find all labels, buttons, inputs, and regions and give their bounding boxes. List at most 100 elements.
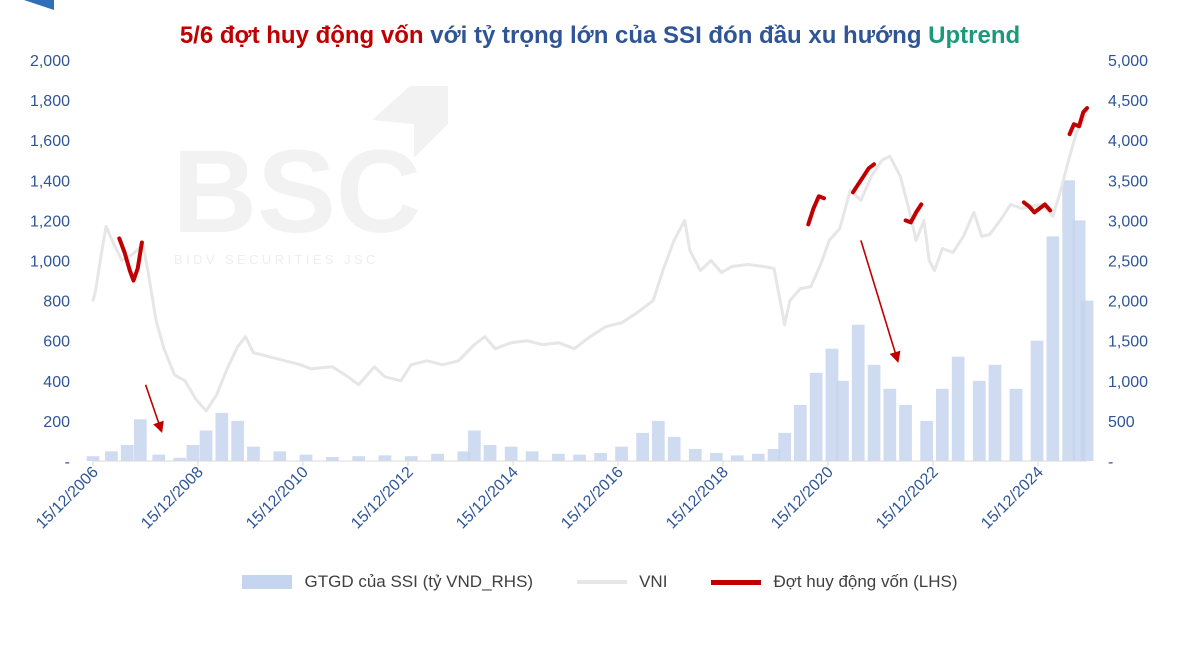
raise-point xyxy=(1027,204,1031,208)
vni-point xyxy=(662,267,665,270)
x-tick-label: 15/12/2006 xyxy=(33,464,102,533)
vni-point xyxy=(672,239,676,242)
vni-point xyxy=(457,359,460,362)
raise-point xyxy=(1077,124,1081,128)
vni-series xyxy=(91,108,1089,413)
volume-bar xyxy=(778,432,791,461)
volume-bar xyxy=(951,356,965,461)
y-right-tick-label: 4,000 xyxy=(1108,133,1148,150)
vni-point xyxy=(972,211,976,214)
vni-point xyxy=(183,379,187,382)
volume-bar xyxy=(1046,236,1060,461)
vni-point xyxy=(120,259,124,262)
vni-point xyxy=(204,409,208,413)
vni-point xyxy=(244,335,247,338)
volume-bar xyxy=(120,445,134,461)
vni-point xyxy=(509,341,513,344)
vni-point xyxy=(907,205,910,208)
legend: GTGD của SSI (tỷ VND_RHS) VNI Đợt huy độ… xyxy=(0,572,1200,592)
vni-point xyxy=(310,367,313,370)
vni-point xyxy=(914,239,918,242)
volume-bar xyxy=(972,380,986,461)
vni-point xyxy=(788,299,792,302)
volume-bar xyxy=(186,445,200,461)
volume-bar xyxy=(920,420,933,461)
volume-bar xyxy=(652,420,665,461)
x-tick-label: 15/12/2022 xyxy=(873,464,942,533)
y-right-tick-label: 2,000 xyxy=(1108,294,1148,311)
vni-point xyxy=(1020,207,1023,210)
vni-point xyxy=(173,373,176,376)
volume-bar xyxy=(378,455,392,461)
vni-point xyxy=(346,375,350,378)
annotation-arrow-1 xyxy=(144,384,164,434)
y-right-tick-label: - xyxy=(1108,454,1113,471)
vni-point xyxy=(988,233,991,236)
raise-point xyxy=(132,279,135,282)
raise-point xyxy=(817,194,821,198)
raise-point xyxy=(1043,202,1047,206)
volume-bar xyxy=(152,454,166,461)
vni-point xyxy=(651,299,655,302)
raise-point xyxy=(1022,200,1026,204)
vni-point xyxy=(441,363,444,366)
x-tick-label: 15/12/2024 xyxy=(978,464,1047,533)
y-left-tick-label: 400 xyxy=(43,374,70,391)
y-right-tick-label: 1,500 xyxy=(1108,334,1148,351)
raise-series xyxy=(117,106,1089,283)
raise-point xyxy=(806,222,810,226)
vni-point xyxy=(91,299,95,302)
raise-point xyxy=(123,251,127,254)
volume-bar xyxy=(594,453,607,461)
raise-point xyxy=(1032,210,1036,214)
vni-point xyxy=(888,155,891,158)
vni-point xyxy=(980,235,983,238)
volume-bar xyxy=(352,456,365,461)
vni-point xyxy=(933,269,936,272)
raise-point xyxy=(1048,208,1052,212)
vni-point xyxy=(604,325,607,328)
vni-point xyxy=(941,247,944,250)
vni-point xyxy=(104,225,108,228)
watermark-logo: BSC BIDV SECURITIES JSC xyxy=(172,86,448,267)
raise-point xyxy=(856,182,860,186)
raise-point xyxy=(812,206,815,210)
vni-point xyxy=(699,269,702,272)
volume-bar xyxy=(688,449,702,461)
volume-bar xyxy=(809,372,823,461)
volume-bar xyxy=(273,451,287,461)
annotation-arrows xyxy=(144,240,901,434)
vni-point xyxy=(870,175,873,178)
vni-point xyxy=(720,271,723,274)
vni-point xyxy=(588,335,592,338)
vni-point xyxy=(783,323,786,326)
x-tick-label: 15/12/2014 xyxy=(453,464,522,533)
x-tick-label: 15/12/2010 xyxy=(243,464,312,533)
vni-point xyxy=(494,347,497,350)
volume-bar xyxy=(483,445,497,461)
volume-bar xyxy=(851,324,865,461)
vni-point xyxy=(820,261,823,264)
raise-point xyxy=(1085,106,1089,110)
vni-point xyxy=(799,287,802,290)
raise-point xyxy=(862,174,865,178)
raise-segment-2 xyxy=(806,194,826,227)
raise-point xyxy=(128,269,132,272)
legend-label-raise: Đợt huy động vốn (LHS) xyxy=(773,572,958,591)
vni-point xyxy=(636,311,639,314)
volume-bar xyxy=(615,446,628,461)
y-right-tick-label: 4,500 xyxy=(1108,93,1148,110)
vni-point xyxy=(899,175,902,178)
vni-point xyxy=(357,383,360,386)
vni-point xyxy=(683,219,686,222)
volume-bar xyxy=(326,457,339,461)
vni-point xyxy=(112,243,116,246)
volume-bar xyxy=(709,453,723,461)
vni-point xyxy=(236,345,239,348)
vni-point xyxy=(162,347,166,350)
volume-bar xyxy=(173,457,187,461)
volume-bar xyxy=(299,454,313,461)
vni-point xyxy=(94,289,97,292)
vni-point xyxy=(999,219,1002,222)
